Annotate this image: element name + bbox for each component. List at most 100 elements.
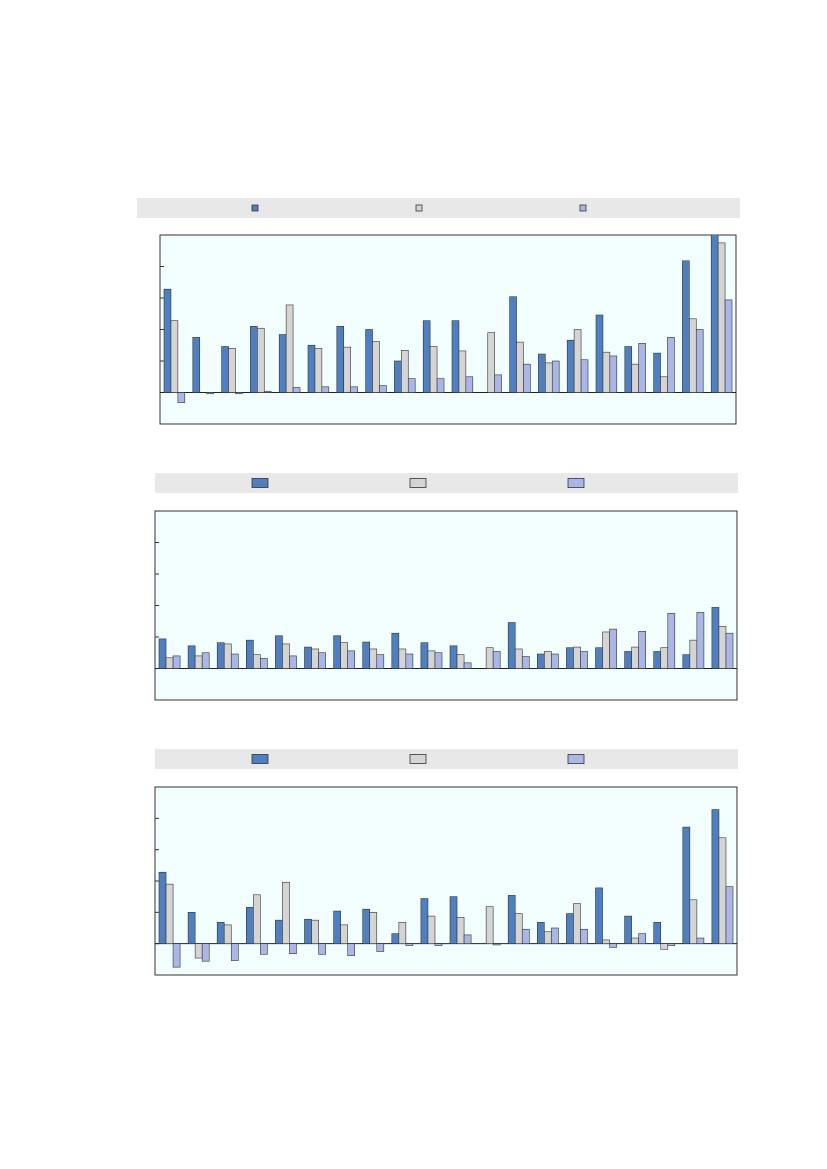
bar: [158, 871, 167, 944]
bar: [216, 642, 225, 669]
bar: [667, 943, 676, 946]
bar: [405, 943, 414, 946]
bar: [340, 924, 348, 944]
legend-marker: [251, 204, 259, 212]
bar: [263, 390, 272, 393]
bar: [194, 655, 203, 669]
bar: [165, 657, 174, 669]
bar: [172, 943, 181, 968]
bar: [551, 653, 559, 669]
bar: [436, 378, 445, 393]
plot-area: [154, 786, 738, 976]
legend-marker: [409, 754, 427, 764]
bar: [485, 906, 494, 944]
bar: [318, 652, 326, 669]
bar: [695, 329, 704, 393]
bar: [660, 376, 668, 393]
bar: [653, 352, 661, 393]
bar: [725, 632, 734, 669]
bar: [682, 654, 691, 669]
bar: [718, 625, 727, 669]
bar: [514, 913, 523, 944]
legend-marker: [409, 478, 427, 488]
bar: [485, 647, 494, 669]
bar: [194, 943, 203, 959]
bar: [379, 385, 387, 393]
bar: [465, 376, 474, 393]
bar: [311, 648, 319, 669]
bar: [223, 924, 232, 944]
bar: [282, 881, 290, 944]
bar: [536, 653, 545, 669]
bar: [318, 943, 326, 955]
bar: [667, 337, 675, 393]
bar: [521, 656, 530, 669]
bar: [682, 826, 691, 944]
bar: [401, 349, 409, 393]
bar: [429, 346, 438, 393]
bar: [434, 652, 443, 669]
bar: [407, 378, 416, 393]
bar: [365, 329, 373, 393]
bar: [347, 943, 355, 956]
plot-area: [159, 234, 737, 425]
bar: [696, 937, 705, 944]
bar: [158, 638, 167, 669]
bar: [536, 922, 545, 944]
bar: [660, 647, 669, 669]
bar: [177, 392, 186, 403]
bar: [463, 934, 472, 944]
bar: [289, 943, 297, 954]
bar: [566, 647, 574, 669]
bar: [521, 928, 530, 944]
bar: [463, 662, 472, 669]
bar: [311, 919, 319, 944]
bar: [372, 341, 380, 393]
bar: [711, 809, 720, 944]
bar: [376, 654, 385, 669]
bar: [362, 641, 371, 669]
bar: [398, 648, 407, 669]
bar: [624, 915, 632, 944]
bar: [624, 651, 632, 669]
bar: [391, 933, 400, 944]
bar: [285, 304, 294, 393]
bar: [165, 883, 174, 944]
bar: [631, 646, 639, 669]
bar: [340, 642, 348, 669]
bar: [717, 242, 726, 393]
bar: [221, 346, 229, 393]
bar: [514, 648, 523, 669]
bar: [282, 643, 290, 669]
bar: [544, 651, 552, 669]
bar: [230, 943, 239, 961]
bar: [660, 943, 669, 950]
bar: [201, 652, 210, 669]
bar: [362, 908, 371, 944]
bar: [223, 643, 232, 669]
bar: [638, 933, 647, 944]
bars: [163, 235, 733, 403]
bar: [494, 374, 502, 393]
bar: [667, 613, 676, 669]
bars: [158, 607, 734, 669]
bar: [343, 346, 351, 393]
bar: [507, 622, 516, 669]
bar: [228, 348, 236, 393]
bar: [725, 886, 734, 944]
bar: [492, 943, 501, 946]
legend-background: [155, 749, 738, 769]
bar: [595, 314, 604, 393]
bar: [509, 296, 517, 393]
bar: [631, 363, 639, 393]
bar: [333, 635, 341, 669]
bar: [689, 318, 697, 393]
bar: [292, 387, 301, 393]
bar: [336, 326, 345, 393]
bar: [422, 320, 431, 393]
legend-marker: [415, 204, 423, 212]
bar: [304, 646, 312, 669]
bar: [573, 646, 581, 669]
bar: [551, 360, 560, 393]
legend-background: [137, 198, 740, 218]
